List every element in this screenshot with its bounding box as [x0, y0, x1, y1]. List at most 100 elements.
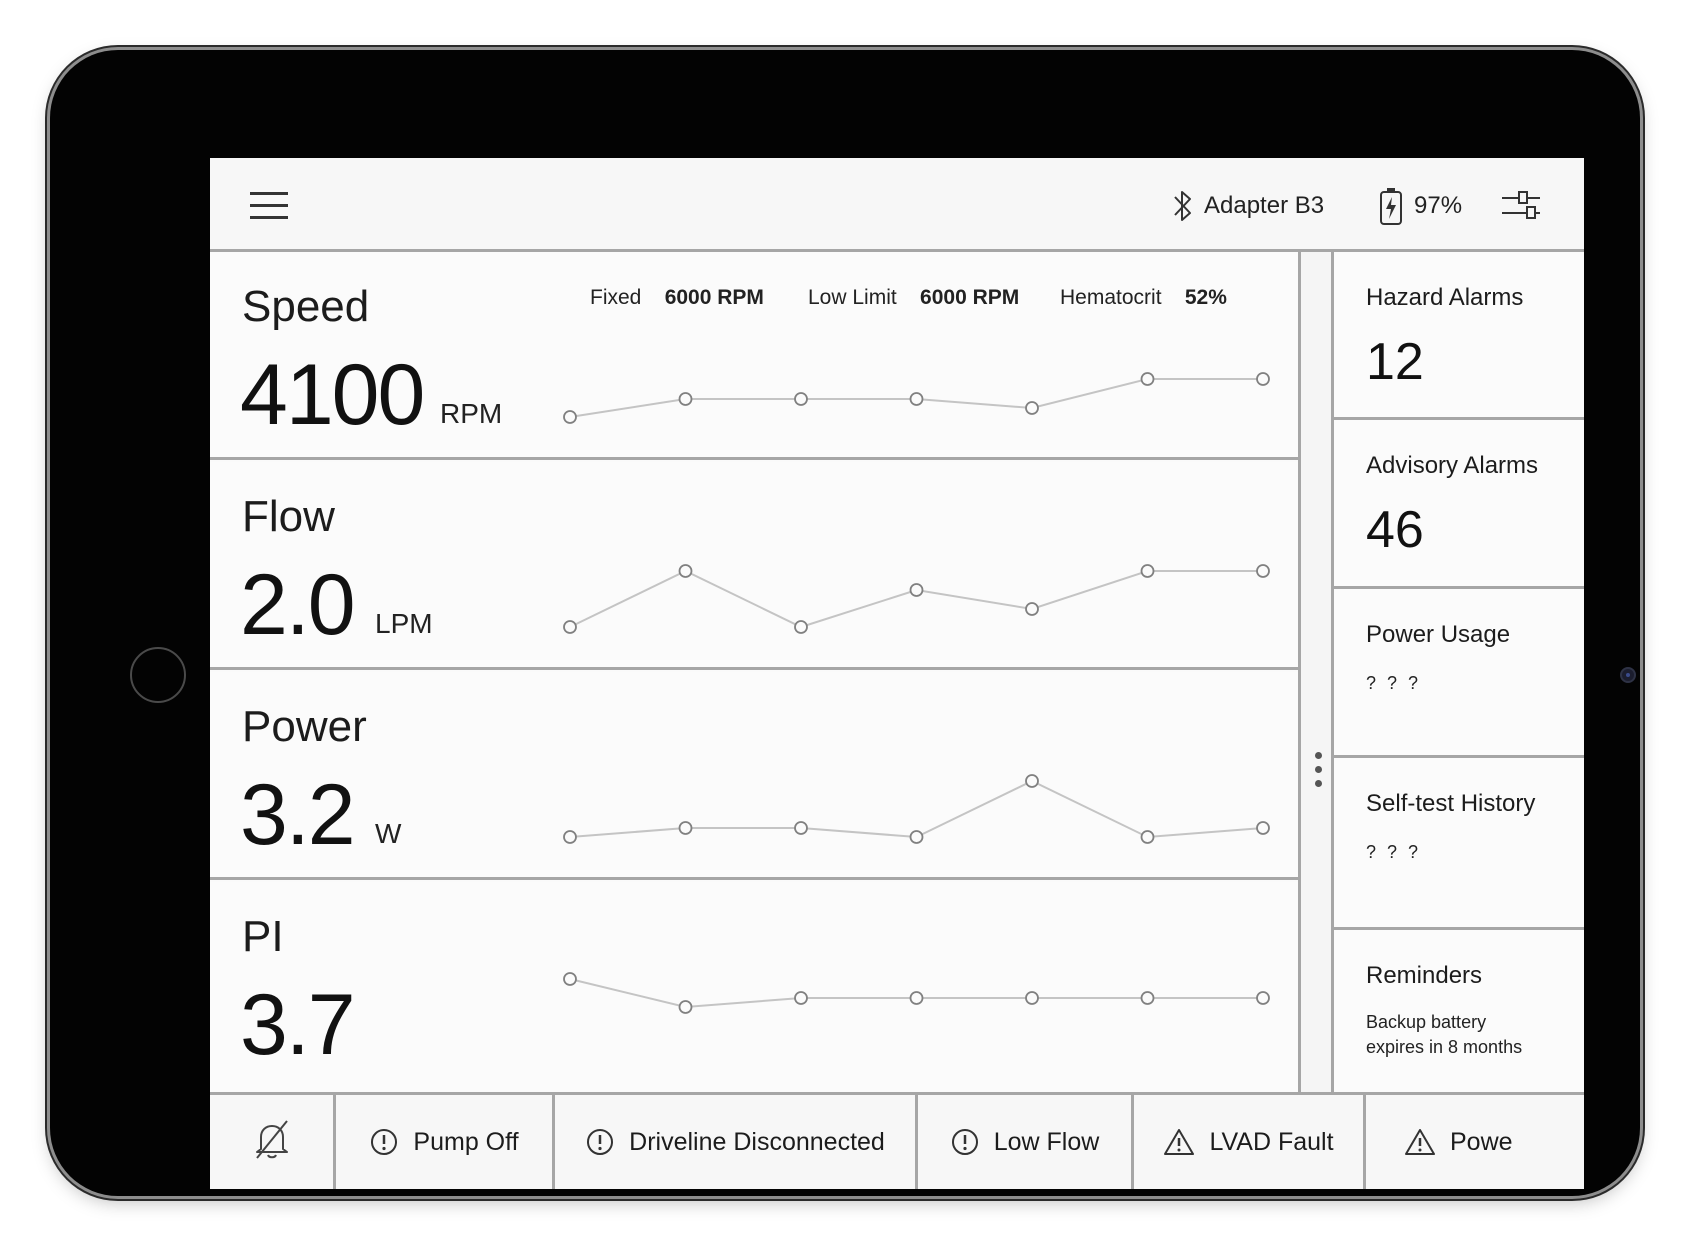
card-title: Hazard Alarms	[1366, 284, 1524, 311]
trend-line	[569, 779, 1264, 839]
self-test-history-card[interactable]: Self-test History ? ? ?	[1334, 758, 1584, 930]
advisory-alarm-count: 46	[1366, 501, 1424, 559]
hamburger-menu-icon[interactable]	[250, 192, 288, 220]
alarm-label: Low Flow	[993, 1127, 1100, 1156]
sliders-settings-icon[interactable]	[1500, 186, 1542, 231]
hematocrit-value: 52%	[1184, 286, 1227, 309]
metric-title: Power	[242, 702, 367, 751]
power-usage-value: ? ? ?	[1366, 673, 1422, 693]
trend-point	[1256, 991, 1270, 1005]
power-trend-chart	[563, 774, 1270, 844]
warning-triangle-icon	[1163, 1127, 1195, 1157]
warning-triangle-icon	[1404, 1127, 1436, 1157]
trend-point	[678, 392, 693, 406]
alarm-lvad-fault[interactable]: LVAD Fault	[1134, 1095, 1366, 1189]
fixed-value: 6000 RPM	[664, 286, 764, 309]
trend-point	[909, 830, 924, 844]
app-screen: Adapter B3 97% Speed 4100	[210, 158, 1584, 1189]
battery-charging-icon	[1378, 186, 1404, 226]
trend-point	[678, 564, 693, 578]
trend-point	[1140, 372, 1155, 386]
info-circle-icon	[369, 1127, 399, 1157]
speed-metric[interactable]: Speed 4100 RPM Fixed 6000 RPM Low Limit …	[210, 252, 1298, 460]
power-metric[interactable]: Power 3.2 W	[210, 672, 1298, 880]
trend-point	[1256, 564, 1270, 578]
reminders-card[interactable]: Reminders Backup battery expires in 8 mo…	[1334, 930, 1584, 1092]
alarm-label: Driveline Disconnected	[629, 1127, 885, 1156]
mute-alarms-button[interactable]	[210, 1095, 336, 1189]
trend-point	[563, 410, 577, 424]
front-camera	[1620, 667, 1636, 683]
trend-point	[1025, 774, 1039, 788]
alarm-bar: Pump Off Driveline Disconnected Low Flow…	[210, 1092, 1584, 1189]
trend-point	[678, 821, 693, 835]
trend-point	[794, 392, 808, 406]
speed-trend-chart	[563, 372, 1270, 424]
info-circle-icon	[950, 1127, 980, 1157]
trend-point	[1140, 991, 1155, 1005]
reminder-line: Backup battery	[1366, 1012, 1487, 1032]
card-title: Self-test History	[1366, 790, 1536, 817]
alarm-label: Powe	[1450, 1127, 1513, 1156]
trend-point	[1025, 602, 1039, 616]
alarm-driveline-disconnected[interactable]: Driveline Disconnected	[555, 1095, 918, 1189]
trend-point	[909, 392, 924, 406]
low-limit-value: 6000 RPM	[920, 286, 1020, 309]
hematocrit-label: Hematocrit	[1060, 286, 1162, 309]
pi-metric[interactable]: PI 3.7	[210, 882, 1298, 1092]
trend-point	[1140, 564, 1155, 578]
alarm-label: Pump Off	[413, 1127, 519, 1156]
fixed-label: Fixed	[590, 286, 642, 309]
trend-point	[1025, 401, 1039, 415]
metric-unit: RPM	[440, 398, 503, 429]
flow-trend-chart	[563, 564, 1270, 634]
drag-handle-icon[interactable]	[1313, 752, 1323, 792]
trend-point	[563, 620, 577, 634]
pi-trend-chart	[563, 972, 1270, 1014]
home-button[interactable]	[130, 647, 186, 703]
trend-point	[1025, 991, 1039, 1005]
trend-point	[678, 1000, 693, 1014]
panel-divider	[1298, 252, 1334, 1092]
trend-point	[909, 583, 924, 597]
fixed-speed: Fixed 6000 RPM	[590, 286, 764, 310]
connection-status[interactable]: Adapter B3	[1172, 186, 1324, 226]
trend-line	[569, 569, 1263, 629]
trend-point	[794, 991, 808, 1005]
metric-title: Speed	[242, 282, 370, 331]
advisory-alarms-card[interactable]: Advisory Alarms 46	[1334, 420, 1584, 589]
hematocrit: Hematocrit 52%	[1060, 286, 1227, 310]
power-usage-card[interactable]: Power Usage ? ? ?	[1334, 589, 1584, 758]
trend-point	[1256, 821, 1270, 835]
metric-value: 2.0	[240, 557, 356, 653]
reminder-text: Backup battery expires in 8 months	[1366, 1010, 1522, 1060]
alarm-pump-off[interactable]: Pump Off	[336, 1095, 555, 1189]
card-title: Power Usage	[1366, 621, 1511, 648]
hazard-alarm-count: 12	[1366, 333, 1424, 391]
metric-value: 4100	[240, 347, 425, 443]
alarm-low-flow[interactable]: Low Flow	[918, 1095, 1134, 1189]
metric-unit: LPM	[375, 608, 433, 639]
alarm-power[interactable]: Powe	[1366, 1095, 1584, 1189]
reminder-line: expires in 8 months	[1366, 1037, 1523, 1057]
info-circle-icon	[585, 1127, 615, 1157]
hazard-alarms-card[interactable]: Hazard Alarms 12	[1334, 252, 1584, 420]
metric-title: PI	[242, 912, 284, 961]
metric-title: Flow	[242, 492, 335, 541]
metric-unit: W	[375, 818, 402, 849]
trend-point	[563, 972, 577, 986]
bluetooth-icon	[1172, 187, 1194, 225]
flow-metric[interactable]: Flow 2.0 LPM	[210, 462, 1298, 670]
metrics-panel: Speed 4100 RPM Fixed 6000 RPM Low Limit …	[210, 252, 1298, 1092]
side-panels: Hazard Alarms 12 Advisory Alarms 46 Powe…	[1334, 252, 1584, 1092]
metric-value: 3.7	[240, 977, 356, 1073]
bell-off-icon	[251, 1118, 293, 1167]
trend-point	[794, 821, 808, 835]
low-limit: Low Limit 6000 RPM	[808, 286, 1019, 310]
battery-status: 97%	[1378, 186, 1462, 226]
self-test-value: ? ? ?	[1366, 842, 1422, 862]
card-title: Advisory Alarms	[1366, 452, 1539, 479]
trend-point	[1256, 372, 1270, 386]
tablet-device: Adapter B3 97% Speed 4100	[50, 50, 1640, 1196]
top-bar: Adapter B3 97%	[210, 158, 1584, 252]
